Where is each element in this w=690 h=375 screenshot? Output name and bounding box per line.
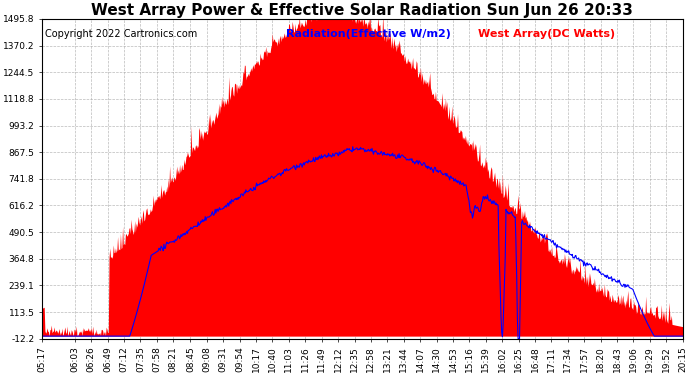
Text: Copyright 2022 Cartronics.com: Copyright 2022 Cartronics.com	[46, 28, 197, 39]
Text: Radiation(Effective W/m2): Radiation(Effective W/m2)	[286, 28, 451, 39]
Text: West Array(DC Watts): West Array(DC Watts)	[477, 28, 615, 39]
Title: West Array Power & Effective Solar Radiation Sun Jun 26 20:33: West Array Power & Effective Solar Radia…	[92, 3, 633, 18]
